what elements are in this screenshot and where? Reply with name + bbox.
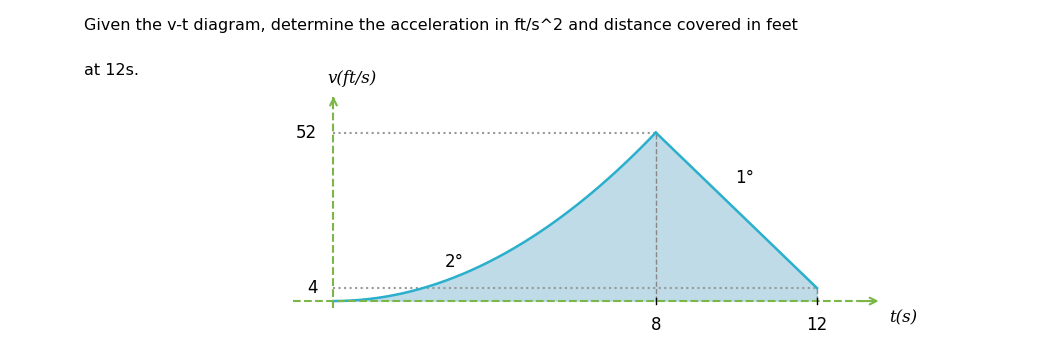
Text: 12: 12	[807, 316, 828, 334]
Text: 2°: 2°	[445, 253, 464, 271]
Text: at 12s.: at 12s.	[84, 63, 139, 78]
Text: t(s): t(s)	[889, 309, 918, 326]
Text: 52: 52	[297, 124, 318, 141]
Text: v(ft/s): v(ft/s)	[327, 70, 377, 87]
Text: 8: 8	[650, 316, 661, 334]
Text: Given the v-t diagram, determine the acceleration in ft/s^2 and distance covered: Given the v-t diagram, determine the acc…	[84, 18, 798, 33]
Polygon shape	[334, 133, 817, 301]
Text: 4: 4	[307, 279, 318, 297]
Text: 1°: 1°	[735, 169, 754, 187]
